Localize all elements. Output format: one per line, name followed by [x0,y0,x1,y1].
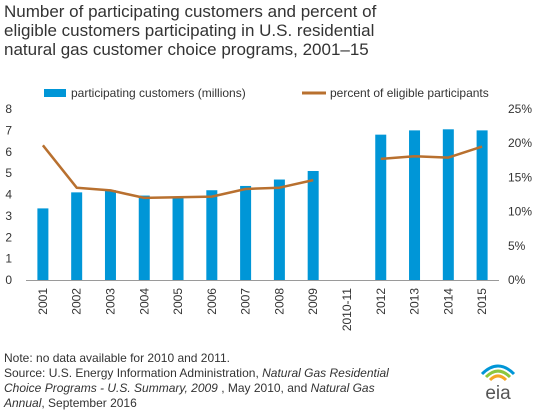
source-line: Choice Programs - U.S. Summary, 2009 , M… [4,381,454,396]
source-line: Source: U.S. Energy Information Administ… [4,366,454,381]
source-text: Source: U.S. Energy Information Administ… [4,366,263,380]
bar [206,190,218,280]
y-left-tick-label: 4 [5,188,12,202]
x-tick-label: 2008 [272,288,286,315]
y-left-tick-label: 1 [5,252,12,266]
title-line: Number of participating customers and pe… [4,2,377,21]
y-right-tick-label: 15% [508,170,532,184]
eia-logo: eia [480,364,516,404]
chart: participating customers (millions) perce… [5,86,532,331]
bar [375,134,387,280]
bar [307,170,319,280]
y-right-tick-label: 10% [508,205,532,219]
x-tick-label: 2001 [36,288,50,315]
plot-area: 0 1 2 3 4 5 6 7 8 0% 5% 10% 15% 20% 25% 2001 2002 2003 200… [5,102,532,331]
y-left-tick-label: 7 [5,123,12,137]
note-line: Note: no data available for 2010 and 201… [4,351,454,366]
x-tick-label: 2006 [205,288,219,315]
x-tick-label: 2002 [70,288,84,315]
bar [409,130,421,280]
source-text: , May 2010, and [221,381,311,395]
x-tick-label: 2014 [441,288,455,315]
x-tick-label: 2003 [103,288,117,315]
y-right-tick-label: 0% [508,273,526,287]
title-line: eligible customers participating in U.S.… [4,21,375,40]
source-title: Natural Gas [310,381,375,395]
logo-text: eia [485,383,511,404]
bar [476,130,488,280]
y-right-tick-label: 5% [508,239,526,253]
bar [273,179,285,280]
y-left-tick-label: 0 [5,273,12,287]
x-tick-label: 2005 [171,288,185,315]
logo-arc-blue [480,364,516,376]
line-series [41,144,483,200]
source-line: Annual, September 2016 [4,396,454,411]
legend-label-line: percent of eligible participants [330,86,489,100]
x-tick-label: 2009 [306,288,320,315]
logo-arc-green [484,369,512,379]
y-left-tick-label: 2 [5,230,12,244]
source-notes: Note: no data available for 2010 and 201… [4,351,454,411]
chart-title: Number of participating customers and pe… [4,2,534,59]
bar [37,208,49,280]
bar [71,192,83,280]
source-text: , September 2016 [41,396,137,410]
legend-label-bar: participating customers (millions) [71,86,246,100]
logo-arc-orange [488,374,508,382]
x-tick-label: 2013 [408,288,422,315]
y-right-tick-label: 20% [508,136,532,150]
bar [138,195,150,280]
x-tick-label: 2012 [374,288,388,315]
source-title: Annual [4,396,42,410]
legend: participating customers (millions) perce… [44,86,489,100]
bar [104,190,116,280]
y-left-tick-label: 5 [5,166,12,180]
title-line: natural gas customer choice programs, 20… [4,40,369,59]
x-tick-label: 2015 [475,288,489,315]
y-left-tick-label: 8 [5,102,12,116]
y-left-tick-label: 6 [5,145,12,159]
source-title: Choice Programs - U.S. Summary, 2009 [4,381,222,395]
source-title: Natural Gas Residential [262,366,389,380]
note-text: Note: no data available for 2010 and 201… [4,351,230,365]
x-tick-label: 2004 [137,288,151,315]
x-tick-label: 2010-11 [340,288,354,331]
legend-swatch-bar [44,89,66,97]
x-tick-label: 2007 [239,288,253,315]
bar [240,185,252,280]
y-right-tick-label: 25% [508,102,532,116]
y-left-tick-label: 3 [5,209,12,223]
bar [172,196,184,280]
bar [442,129,454,280]
